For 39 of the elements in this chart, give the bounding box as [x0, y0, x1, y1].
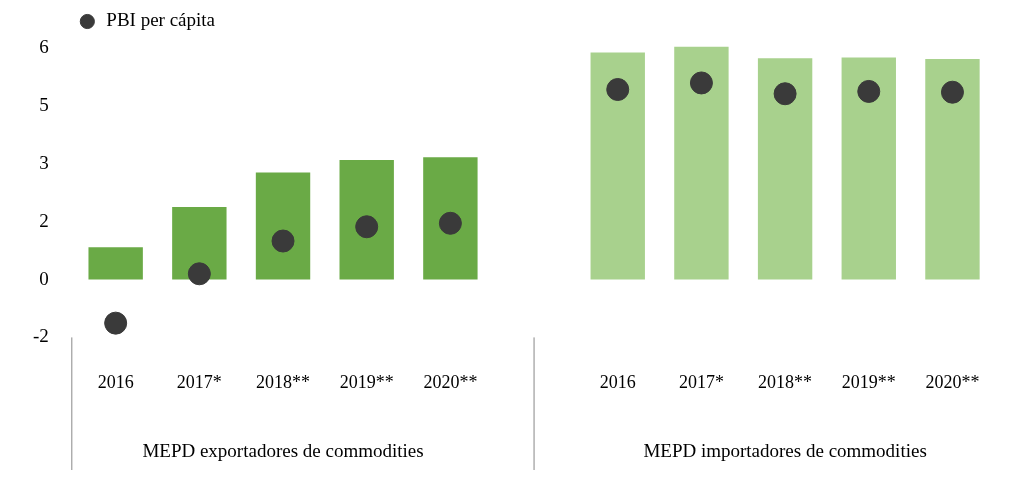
x-tick-label: 2018** — [256, 371, 311, 392]
text: MEPD importadores de commodities — [643, 439, 927, 461]
y-tick-label: 6 — [39, 36, 49, 58]
x-tick-label: 2017* — [678, 371, 724, 392]
bar — [674, 46, 729, 280]
bar — [88, 247, 143, 280]
x-tick-label: 2020** — [423, 371, 478, 392]
x-tick-label: 2019** — [339, 371, 394, 392]
y-tick-label: 3 — [39, 151, 49, 173]
bar — [757, 58, 813, 280]
point — [104, 311, 128, 335]
bar — [255, 172, 311, 280]
bar — [925, 59, 980, 280]
y-tick-label: 2 — [39, 209, 49, 231]
bar — [423, 157, 478, 280]
point — [857, 79, 881, 103]
x-tick-label: 2019** — [841, 371, 896, 392]
bar — [172, 207, 227, 280]
point — [689, 71, 713, 95]
y-tick-label: -2 — [33, 325, 49, 347]
x-tick-label: 2016 — [599, 371, 636, 392]
x-tick-label: 2018** — [758, 371, 813, 392]
bar — [841, 57, 896, 280]
legend-label: PBI per cápita — [106, 9, 216, 31]
x-tick-label: 2016 — [97, 371, 134, 392]
text: MEPD exportadores de commodities — [142, 439, 424, 461]
x-tick-label: 2017* — [176, 371, 222, 392]
point — [355, 215, 379, 239]
point — [438, 211, 462, 235]
x-tick-label: 2020** — [925, 371, 980, 392]
point — [606, 78, 630, 102]
bar — [339, 160, 394, 280]
point — [940, 80, 964, 104]
point — [773, 82, 797, 106]
bar — [590, 52, 645, 280]
y-tick-label: 5 — [39, 94, 49, 116]
point — [271, 229, 295, 253]
y-tick-label: 0 — [39, 267, 49, 289]
point — [187, 262, 211, 286]
